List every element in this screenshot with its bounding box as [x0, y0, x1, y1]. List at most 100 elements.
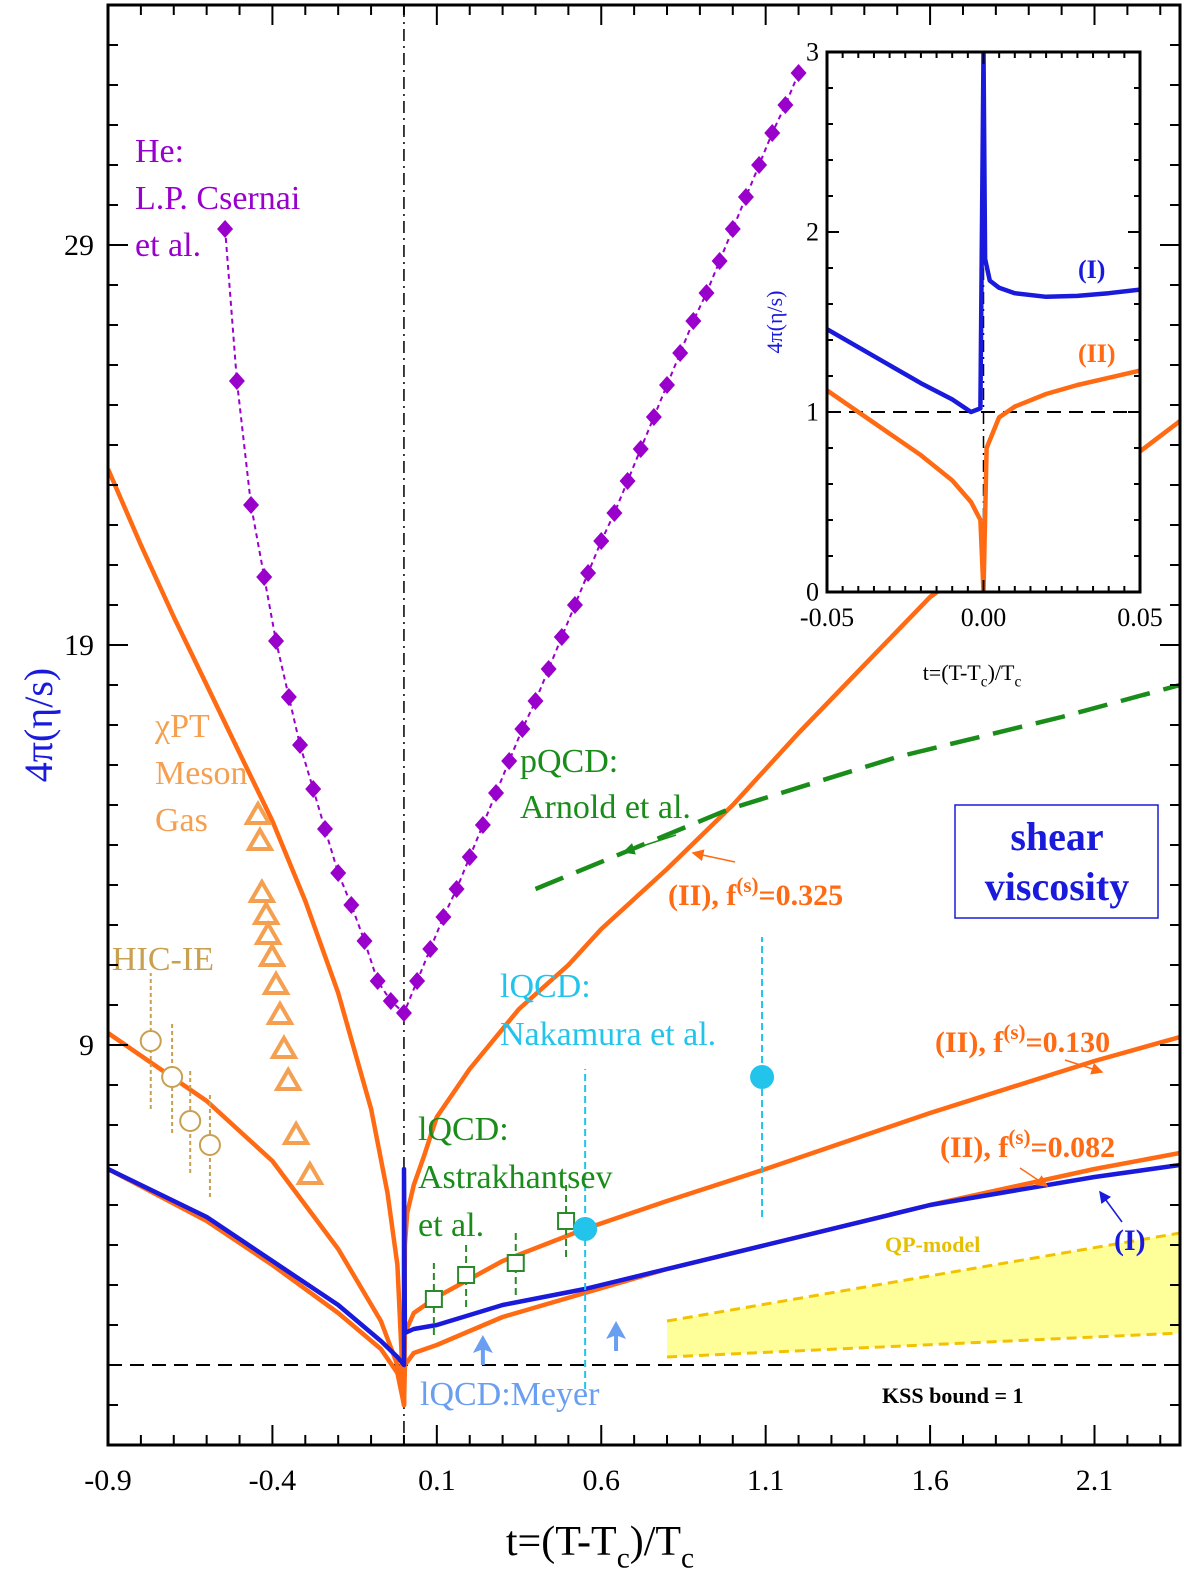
- diamond-marker: [685, 312, 702, 330]
- box-label: viscosity: [985, 864, 1129, 909]
- diamond-marker: [501, 752, 518, 770]
- point-marker: [457, 1266, 476, 1284]
- band-edge: [666, 1331, 1180, 1359]
- diamond-marker: [790, 64, 807, 82]
- label-part: t=(T-T: [923, 660, 982, 685]
- diamond-marker: [672, 344, 689, 362]
- label-part: (s): [1003, 1020, 1025, 1044]
- y-tick-label: 29: [64, 229, 94, 262]
- y-tick-label: 2: [806, 218, 819, 247]
- diamond-marker: [435, 908, 452, 926]
- diamond-marker: [580, 564, 597, 582]
- band-label: QP-model: [885, 1232, 980, 1257]
- series-label: Gas: [155, 802, 208, 839]
- series-label: Meson: [155, 755, 248, 792]
- diamond-marker: [527, 692, 544, 710]
- y-tick-label: 0: [806, 578, 819, 607]
- axis-label: t=(T-Tc)/Tc: [923, 660, 1022, 691]
- series-label: (I): [1114, 1224, 1146, 1257]
- label-part: (II), f: [668, 879, 737, 912]
- series-line: [108, 1031, 1180, 1408]
- x-tick-label: 2.1: [1076, 1464, 1114, 1497]
- y-tick-label: 1: [806, 398, 819, 427]
- x-tick-label: -0.9: [84, 1464, 132, 1497]
- y-tick-label: 3: [806, 38, 819, 67]
- point-marker: [245, 826, 275, 851]
- point-marker: [295, 1160, 325, 1185]
- point-marker: [139, 1030, 162, 1052]
- diamond-marker: [711, 252, 728, 270]
- series-label: lQCD:Meyer: [420, 1376, 600, 1413]
- band-area: [667, 1233, 1180, 1357]
- diamond-marker: [540, 660, 557, 678]
- diamond-marker: [619, 472, 636, 490]
- x-tick-label: 1.1: [747, 1464, 785, 1497]
- series-label: et al.: [418, 1207, 484, 1244]
- label-part: )/T: [988, 660, 1015, 685]
- label-part: (s): [1008, 1125, 1030, 1149]
- series-label: Arnold et al.: [520, 789, 691, 826]
- diamond-marker: [777, 96, 794, 114]
- x-tick-label: 0.05: [1117, 603, 1163, 632]
- label-part: )/T: [630, 1519, 681, 1565]
- diamond-marker: [356, 932, 373, 950]
- leader-arrow: [1064, 1059, 1104, 1075]
- point-marker: [265, 1000, 295, 1025]
- diamond-marker: [305, 780, 322, 798]
- label-part: =0.130: [1026, 1026, 1111, 1059]
- series-line: [827, 52, 1140, 415]
- series-line: [108, 1162, 1180, 1368]
- series-label: HIC-IE: [112, 941, 214, 978]
- series-line: [108, 419, 1180, 1408]
- plot-frame: [106, 3, 1182, 1447]
- series-label: He:: [135, 133, 184, 170]
- label-part: c: [617, 1543, 630, 1573]
- diamond-marker: [514, 720, 531, 738]
- diamond-marker: [382, 992, 399, 1010]
- series-label: (II), f(s)=0.082: [940, 1125, 1115, 1164]
- diamond-marker: [268, 632, 285, 650]
- x-tick-label: 1.6: [911, 1464, 949, 1497]
- series-label: Astrakhantsev: [418, 1159, 613, 1196]
- label-part: c: [681, 1543, 694, 1573]
- point-marker: [247, 878, 277, 903]
- y-tick-label: 9: [79, 1029, 94, 1062]
- point-marker: [273, 1066, 303, 1091]
- diamond-marker: [593, 532, 610, 550]
- label-part: c: [1014, 674, 1021, 691]
- x-tick-label: -0.4: [249, 1464, 297, 1497]
- diamond-marker: [751, 156, 768, 174]
- series-label: et al.: [135, 227, 201, 264]
- diamond-marker: [409, 972, 426, 990]
- diamond-marker: [228, 372, 245, 390]
- point-marker: [198, 1134, 221, 1156]
- plot-area: [827, 52, 1140, 592]
- leader-arrow: [691, 849, 736, 863]
- diamond-marker: [698, 284, 715, 302]
- series-label: (II), f(s)=0.325: [668, 873, 843, 912]
- leader-arrow: [1019, 1167, 1049, 1187]
- series-label: (II), f(s)=0.130: [935, 1020, 1110, 1059]
- axes: [825, 50, 1142, 594]
- point-marker: [606, 1321, 627, 1351]
- box-label: shear: [1010, 814, 1103, 859]
- diamond-marker: [422, 940, 439, 958]
- point-marker: [251, 900, 281, 925]
- diamond-marker: [256, 568, 273, 586]
- y-tick-label: 19: [64, 629, 94, 662]
- label-box: [954, 804, 1159, 919]
- axis-label: t=(T-Tc)/Tc: [506, 1519, 694, 1573]
- diamond-marker: [737, 188, 754, 206]
- y-axis-label: 4π(η/s): [16, 668, 61, 782]
- label-part: =0.325: [759, 879, 844, 912]
- diamond-marker: [243, 496, 260, 514]
- point-marker: [573, 1217, 598, 1241]
- diamond-marker: [330, 864, 347, 882]
- label-part: (s): [736, 873, 758, 897]
- plot-area: [108, 5, 1180, 1445]
- diamond-marker: [461, 848, 478, 866]
- x-tick-label: -0.05: [800, 603, 854, 632]
- point-marker: [161, 1066, 184, 1088]
- label-part: (II), f: [940, 1131, 1009, 1164]
